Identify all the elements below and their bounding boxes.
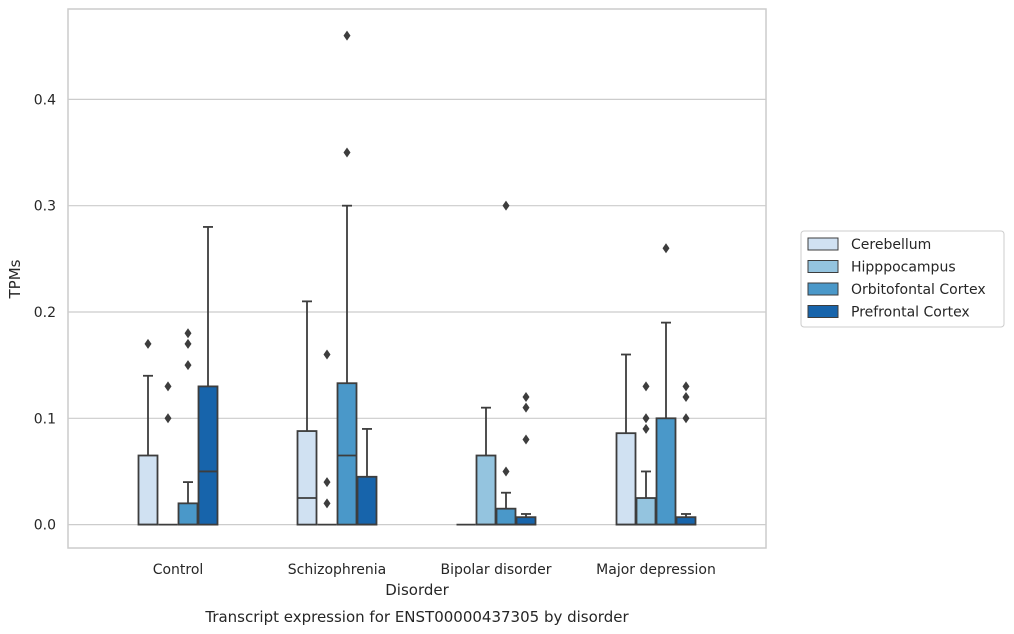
chart-title: Transcript expression for ENST0000043730… xyxy=(204,608,629,626)
box-body xyxy=(475,454,497,526)
x-tick-label: Major depression xyxy=(596,562,716,578)
box-body xyxy=(515,516,537,526)
outlier-point xyxy=(682,392,690,403)
legend-label: Hipppocampus xyxy=(851,260,956,276)
outlier-point xyxy=(522,392,530,403)
outlier-point xyxy=(682,413,690,424)
outlier-point xyxy=(642,423,650,434)
outlier-point xyxy=(682,381,690,392)
y-tick-labels: 0.0 0.1 0.2 0.3 0.4 xyxy=(34,92,56,533)
legend-swatch xyxy=(807,237,839,251)
y-tick-label: 0.1 xyxy=(34,411,56,427)
outlier-point xyxy=(184,338,192,349)
box-body xyxy=(356,475,378,526)
box-orbitofontal-cortex xyxy=(177,328,199,526)
outlier-point xyxy=(164,413,172,424)
box-body xyxy=(137,454,159,526)
outlier-point xyxy=(323,349,331,360)
outlier-point xyxy=(144,338,152,349)
outlier-point xyxy=(323,477,331,488)
box-body xyxy=(495,507,517,526)
box-body xyxy=(177,502,199,526)
box-body xyxy=(615,432,637,526)
box-prefrontal-cortex xyxy=(197,226,219,526)
outlier-point xyxy=(164,381,172,392)
y-tick-label: 0.0 xyxy=(34,518,56,534)
box-hipppocampus xyxy=(158,381,178,526)
box-body xyxy=(197,385,219,526)
outlier-point xyxy=(642,413,650,424)
y-axis-label: TPMs xyxy=(6,259,24,299)
legend-swatch xyxy=(807,260,839,273)
plot-frame xyxy=(67,8,767,549)
box-prefrontal-cortex xyxy=(356,428,378,526)
box-body xyxy=(675,516,697,526)
legend: Cerebellum Hipppocampus Orbitofontal Corte… xyxy=(800,230,1005,328)
outlier-point xyxy=(522,434,530,445)
outlier-point xyxy=(662,243,670,254)
legend-label: Prefrontal Cortex xyxy=(851,305,970,321)
outlier-point xyxy=(502,466,510,477)
box-orbitofontal-cortex xyxy=(336,30,358,526)
box-cerebellum xyxy=(296,300,318,526)
legend-swatch xyxy=(807,282,839,296)
outlier-point xyxy=(343,30,351,41)
box-prefrontal-cortex xyxy=(675,381,697,526)
box-hipppocampus xyxy=(635,381,657,526)
boxes xyxy=(137,30,697,526)
legend-swatch xyxy=(807,305,839,318)
box-prefrontal-cortex xyxy=(515,392,537,526)
outlier-point xyxy=(323,498,331,509)
box-cerebellum xyxy=(615,353,637,526)
outlier-point xyxy=(184,360,192,371)
outlier-point xyxy=(522,402,530,413)
box-body xyxy=(296,430,318,526)
x-tick-label: Schizophrenia xyxy=(288,562,386,578)
box-body xyxy=(635,497,657,526)
outlier-point xyxy=(184,328,192,339)
box-body xyxy=(655,417,677,526)
y-tick-label: 0.4 xyxy=(34,92,56,108)
outlier-point xyxy=(502,200,510,211)
y-tick-label: 0.3 xyxy=(34,199,56,215)
x-tick-labels: Control Schizophrenia Bipolar disorder Majo… xyxy=(153,562,716,578)
box-cerebellum xyxy=(137,338,159,526)
y-tick-label: 0.2 xyxy=(34,305,56,321)
legend-label: Orbitofontal Cortex xyxy=(851,282,986,298)
outlier-point xyxy=(343,147,351,158)
x-tick-label: Control xyxy=(153,562,204,578)
x-axis-label: Disorder xyxy=(385,581,449,599)
box-hipppocampus xyxy=(475,406,497,526)
box-orbitofontal-cortex xyxy=(495,200,517,526)
box-body xyxy=(336,382,358,526)
box-orbitofontal-cortex xyxy=(655,243,677,526)
x-tick-label: Bipolar disorder xyxy=(440,562,551,578)
legend-label: Cerebellum xyxy=(851,237,931,253)
box-hipppocampus xyxy=(317,349,337,526)
legend-frame xyxy=(800,230,1005,328)
outlier-point xyxy=(642,381,650,392)
